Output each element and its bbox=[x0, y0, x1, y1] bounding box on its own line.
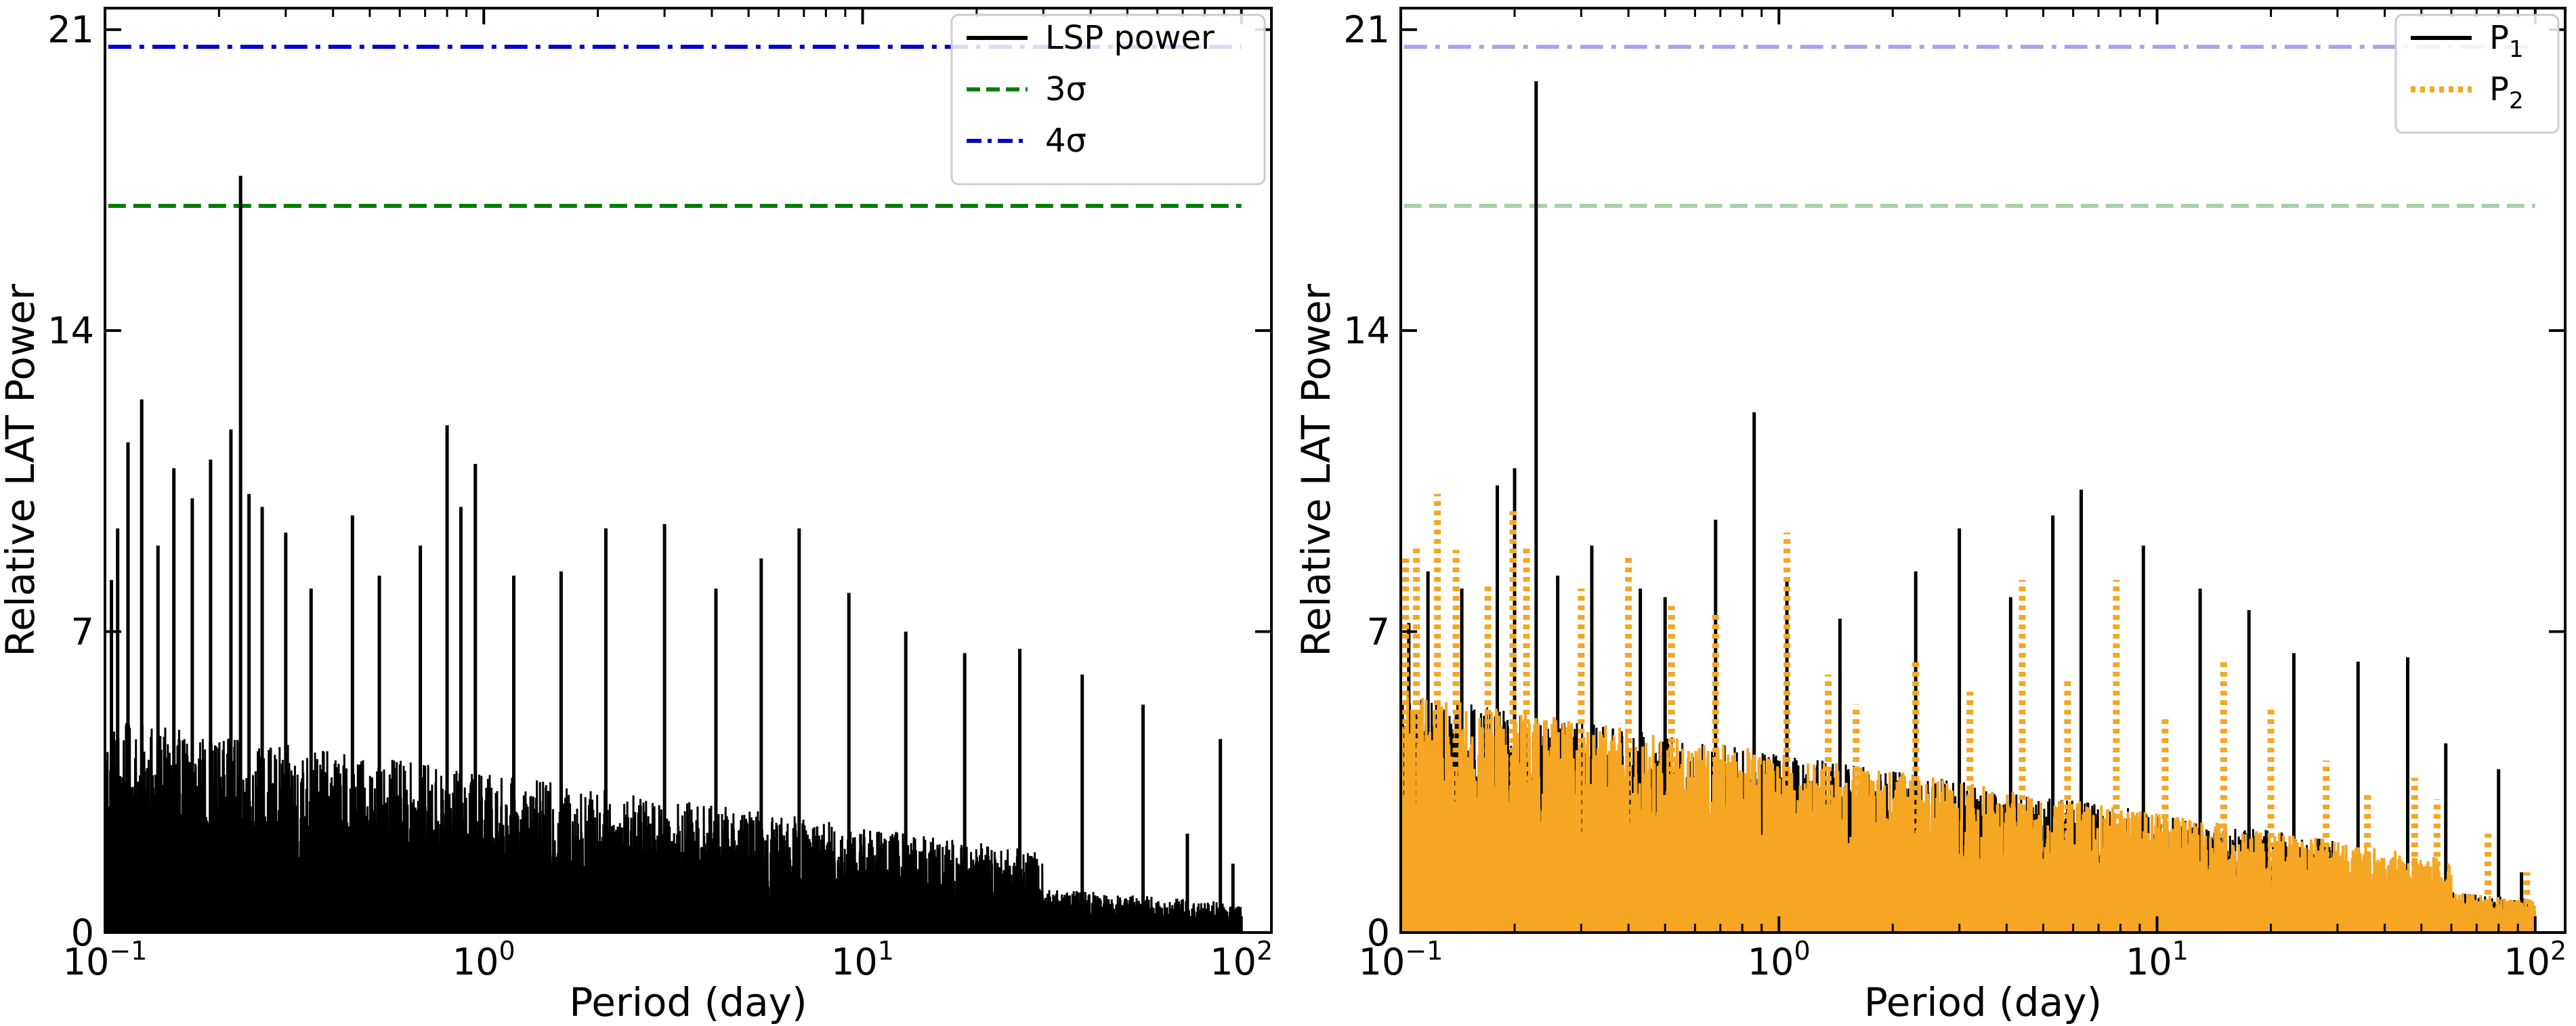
plot-area bbox=[1401, 45, 2537, 933]
legend-label: P2 bbox=[2489, 70, 2524, 114]
x-tick-label: 101 bbox=[831, 936, 894, 983]
right-panel: 0 7 14 21 10−1 100 101 102 Period (day) Relative … bbox=[1293, 7, 2567, 1025]
y-axis-title: Relative LAT Power bbox=[1293, 284, 1339, 657]
x-tick-label: 10−1 bbox=[63, 936, 148, 983]
x-axis-title: Period (day) bbox=[569, 979, 807, 1025]
legend-box bbox=[950, 14, 1266, 186]
legend-label: 3σ bbox=[1045, 70, 1086, 108]
x-tick-label: 100 bbox=[452, 936, 515, 983]
axes-frame bbox=[1399, 7, 2567, 934]
y-tick-label: 0 bbox=[1367, 912, 1390, 954]
y-tick-label: 14 bbox=[47, 309, 94, 352]
y-tick-label: 21 bbox=[1343, 9, 1390, 51]
y-tick-label: 0 bbox=[71, 912, 94, 954]
x-tick-label: 100 bbox=[1748, 936, 1811, 983]
x-tick-label: 102 bbox=[1210, 936, 1273, 983]
left-panel: 0 7 14 21 10−1 100 101 102 Period (day) Relative … bbox=[0, 7, 1273, 1025]
y-axis-title: Relative LAT Power bbox=[0, 284, 43, 657]
y-tick-label: 14 bbox=[1343, 309, 1390, 352]
legend-label: 4σ bbox=[1045, 122, 1086, 160]
legend-box bbox=[2394, 14, 2560, 134]
legend-label: LSP power bbox=[1045, 19, 1215, 57]
series-trace-LSP power bbox=[105, 723, 1242, 933]
y-tick-label: 7 bbox=[1367, 611, 1390, 654]
axes-frame bbox=[104, 7, 1273, 934]
x-tick-label: 10−1 bbox=[1359, 936, 1443, 983]
y-tick-label: 21 bbox=[47, 9, 94, 51]
y-tick-label: 7 bbox=[71, 611, 94, 654]
x-tick-label: 102 bbox=[2504, 936, 2567, 983]
x-tick-label: 101 bbox=[2126, 936, 2189, 983]
legend-label: P1 bbox=[2489, 19, 2524, 63]
x-axis-title: Period (day) bbox=[1864, 979, 2102, 1025]
